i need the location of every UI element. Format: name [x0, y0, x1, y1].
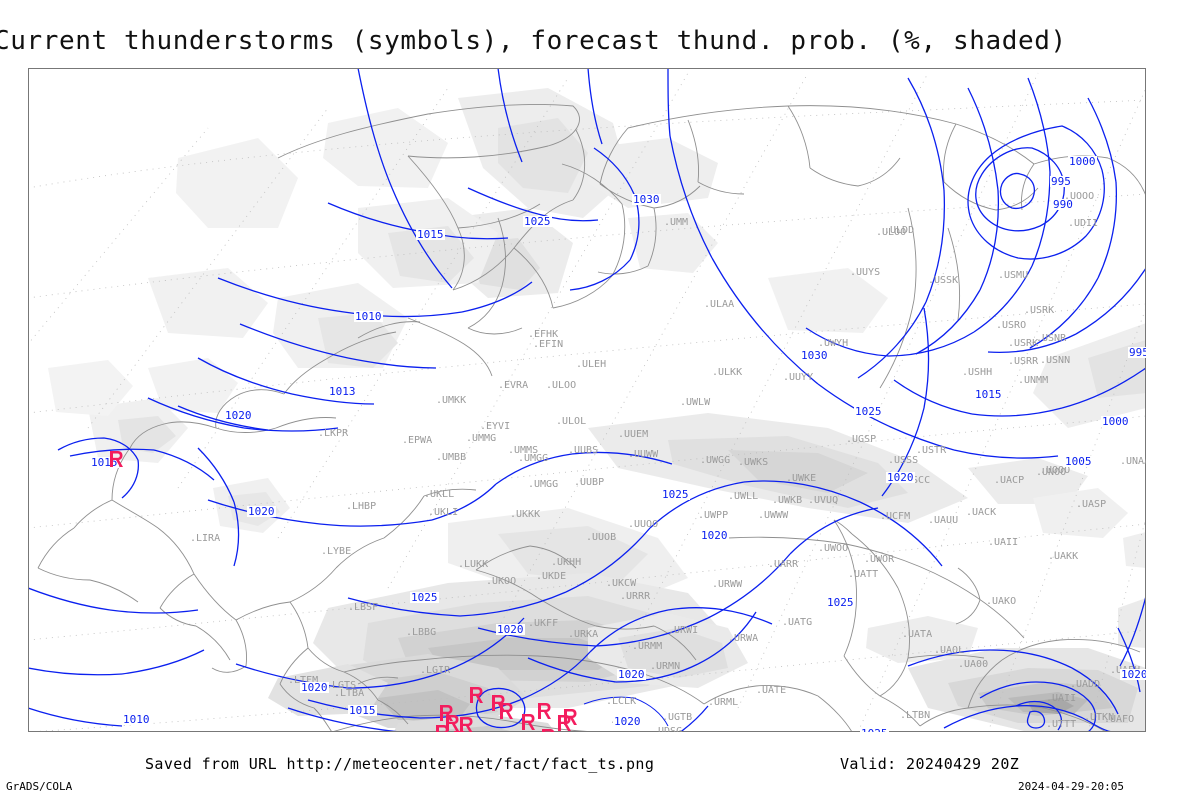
saved-from-url-text: Saved from URL http://meteocenter.net/fa…	[145, 755, 655, 773]
thunderstorm-probability-shading	[48, 88, 1145, 731]
weather-map: .UMM .ULOO .ULAA .UUYY .ULKK .UWYH .USMU .USRO.…	[28, 68, 1146, 732]
generated-timestamp: 2024-04-29-20:05	[1018, 780, 1124, 793]
map-frame-top-border	[28, 68, 1146, 69]
chart-title-bar: Current thunderstorms (symbols), forecas…	[0, 24, 1200, 64]
map-frame-bottom-border	[28, 731, 1146, 732]
lat-lon-graticule	[29, 72, 1145, 731]
coastlines-and-borders	[37, 104, 1145, 731]
valid-time-text: Valid: 20240429 20Z	[840, 755, 1020, 773]
map-frame-left-border	[28, 68, 29, 732]
map-graphics-layer	[29, 69, 1145, 731]
page-title: Current thunderstorms (symbols), forecas…	[0, 26, 1067, 56]
grads-cola-credit: GrADS/COLA	[6, 780, 73, 793]
isobar-contours	[29, 69, 1145, 731]
inland-water-outlines	[583, 696, 669, 727]
map-frame-right-border	[1145, 68, 1146, 732]
